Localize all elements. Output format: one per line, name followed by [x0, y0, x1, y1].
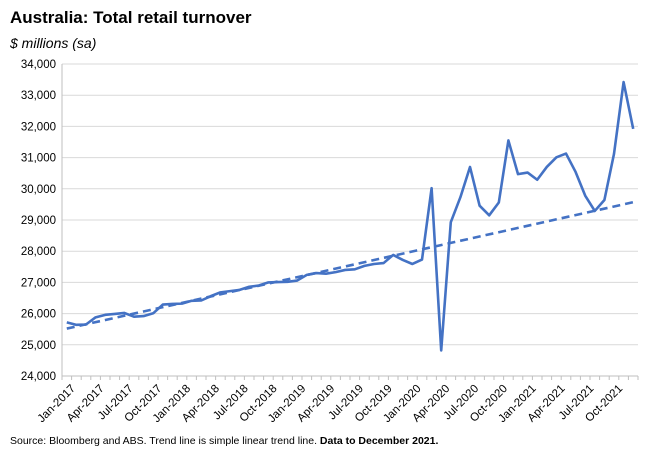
chart-title: Australia: Total retail turnover: [10, 8, 252, 27]
x-axis: Jan-2017Apr-2017Jul-2017Oct-2017Jan-2018…: [36, 375, 639, 425]
source-text: Source: Bloomberg and ABS. Trend line is…: [10, 435, 317, 447]
y-axis: 24,000 25,000 26,000 27,000 28,000 29,000 30,0…: [21, 59, 63, 383]
y-tick-label: 28,000: [21, 246, 56, 258]
y-tick-label: 30,000: [21, 184, 56, 196]
y-tick-label: 27,000: [21, 277, 56, 289]
series-layer: [66, 80, 635, 352]
retail-turnover-line: [66, 80, 635, 352]
y-tick-label: 29,000: [21, 215, 56, 227]
gridlines: [62, 63, 638, 346]
source-note: Source: Bloomberg and ABS. Trend line is…: [10, 435, 438, 447]
y-tick-label: 33,000: [21, 90, 56, 102]
y-tick-label: 34,000: [21, 59, 56, 71]
y-tick-label: 25,000: [21, 340, 56, 352]
y-tick-label: 32,000: [21, 121, 56, 133]
source-bold-text: Data to December 2021.: [319, 435, 439, 447]
y-tick-label: 26,000: [21, 309, 56, 321]
trend-line: [66, 200, 634, 330]
y-tick-label: 24,000: [21, 371, 56, 383]
chart-subtitle: $ millions (sa): [10, 35, 97, 51]
y-tick-label: 31,000: [21, 153, 56, 165]
